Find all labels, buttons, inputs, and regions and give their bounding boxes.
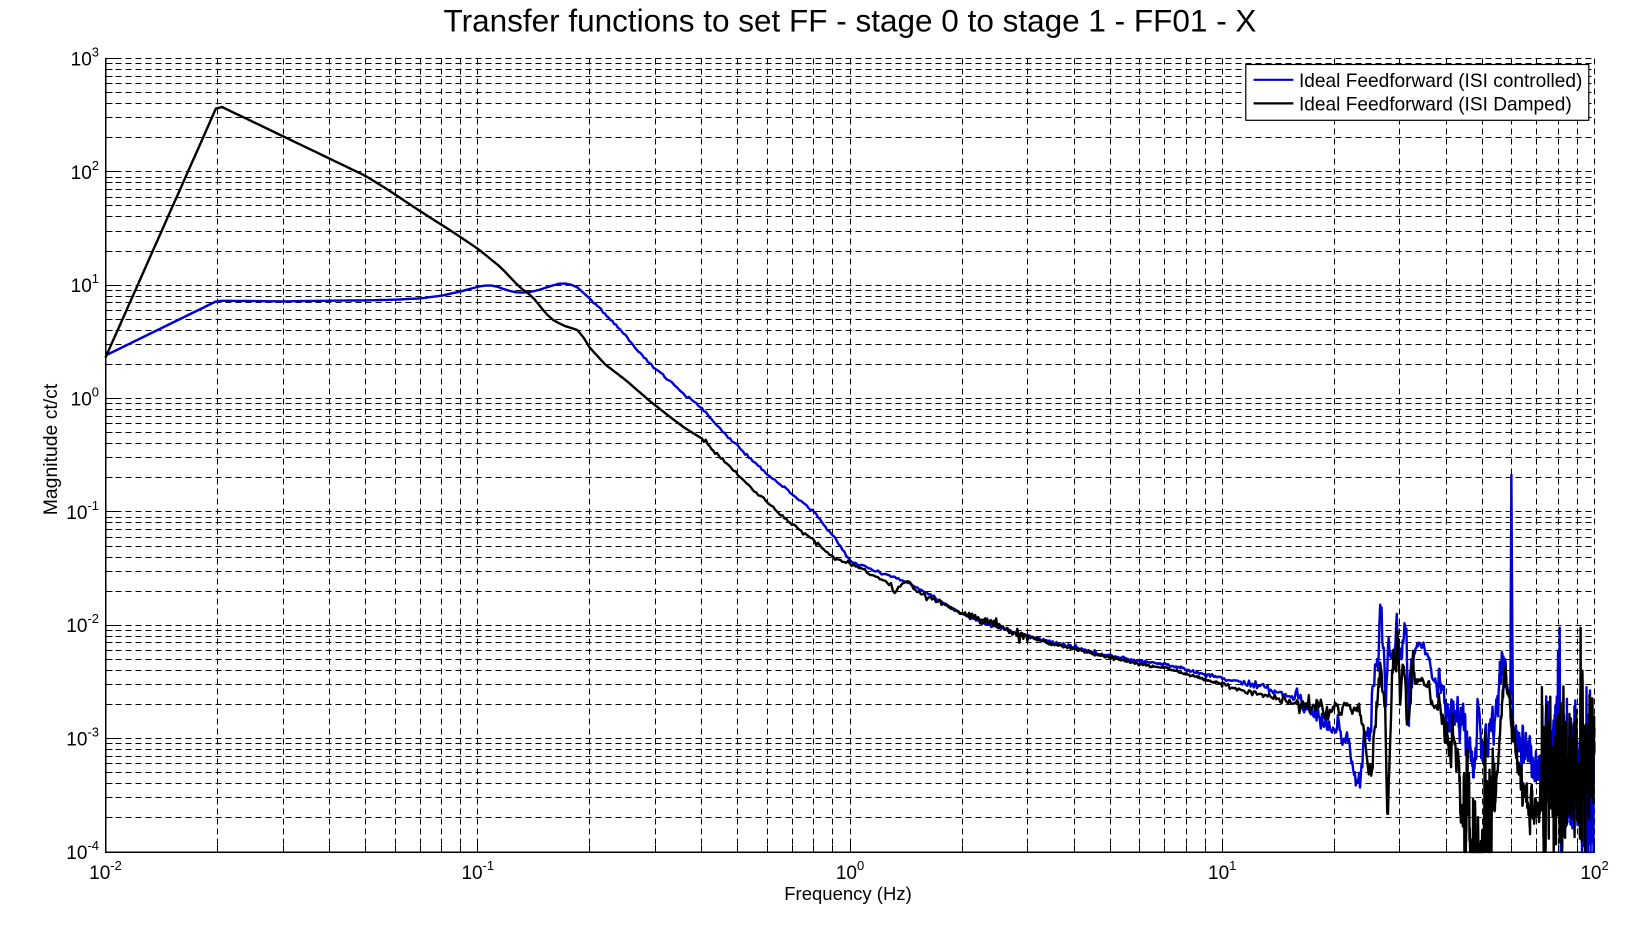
- svg-text:Frequency (Hz): Frequency (Hz): [784, 883, 911, 904]
- svg-text:Magnitude ct/ct: Magnitude ct/ct: [40, 383, 62, 515]
- svg-text:Transfer functions to set FF -: Transfer functions to set FF - stage 0 t…: [444, 2, 1257, 38]
- svg-text:Ideal Feedforward (ISI control: Ideal Feedforward (ISI controlled): [1299, 71, 1582, 92]
- svg-text:Ideal Feedforward (ISI Damped): Ideal Feedforward (ISI Damped): [1299, 94, 1572, 115]
- svg-text:101: 101: [71, 271, 99, 297]
